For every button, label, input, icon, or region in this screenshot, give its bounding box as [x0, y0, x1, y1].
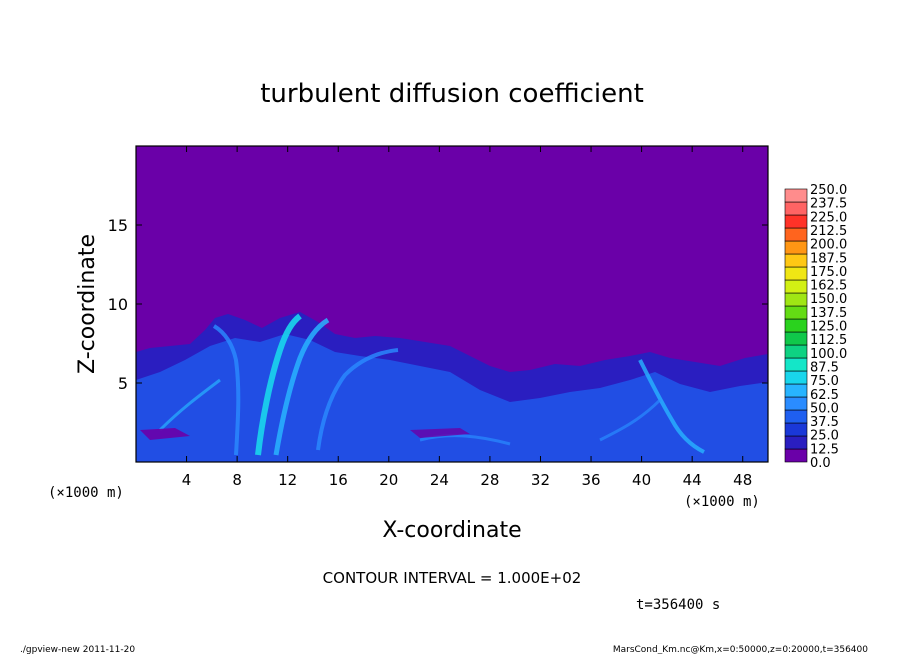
colorbar-swatch	[784, 409, 808, 424]
x-unit-left: (×1000 m)	[48, 485, 124, 501]
x-tick-label: 40	[632, 471, 651, 489]
colorbar-label: 37.5	[810, 415, 839, 430]
colorbar-swatch	[784, 331, 808, 346]
plot-area	[136, 146, 768, 462]
plume-streak	[419, 434, 511, 446]
colorbar-swatch	[784, 370, 808, 385]
turbulent-core	[136, 334, 768, 462]
footer-left: ./gpview-new 2011-11-20	[20, 645, 135, 654]
colorbar-swatch	[784, 435, 808, 450]
colorbar-swatch	[784, 253, 808, 268]
colorbar-swatch	[784, 188, 808, 203]
time-label: t=356400 s	[636, 597, 720, 613]
plume-streak	[212, 324, 241, 456]
plume-streak	[316, 348, 399, 451]
colorbar-swatch	[784, 305, 808, 320]
x-tick-label: 28	[480, 471, 499, 489]
x-axis-ticks: 4 8 12 16 20 24 28 32 36 40 44 48	[182, 146, 752, 489]
colorbar-label: 50.0	[810, 401, 839, 416]
plume-streak	[255, 313, 302, 456]
colorbar-swatch	[784, 396, 808, 411]
colorbar-swatch	[784, 448, 808, 463]
colorbar-label: 25.0	[810, 429, 839, 444]
colorbar-swatch	[784, 279, 808, 294]
colorbar-swatch	[784, 240, 808, 255]
colorbar-swatch	[784, 422, 808, 437]
x-unit-right: (×1000 m)	[684, 494, 760, 510]
y-axis-label: Z-coordinate	[75, 234, 100, 374]
colorbar-label: 212.5	[810, 224, 847, 239]
x-tick-label: 20	[379, 471, 398, 489]
x-tick-label: 24	[430, 471, 449, 489]
footer-right: MarsCond_Km.nc@Km,x=0:50000,z=0:20000,t=…	[613, 645, 868, 654]
x-tick-label: 32	[531, 471, 550, 489]
colorbar-label: 175.0	[810, 265, 847, 280]
y-axis-ticks: 5 10 15	[108, 216, 768, 393]
x-tick-label: 16	[329, 471, 348, 489]
colorbar-label: 12.5	[810, 442, 839, 457]
colorbar-label: 150.0	[810, 292, 847, 307]
colorbar-label: 162.5	[810, 279, 847, 294]
x-tick-label: 12	[278, 471, 297, 489]
colorbar-swatch	[784, 344, 808, 359]
colorbar-swatch	[784, 383, 808, 398]
colorbar-label: 75.0	[810, 374, 839, 389]
colorbar-label: 187.5	[810, 251, 847, 266]
colorbar-label: 250.0	[810, 183, 847, 198]
colorbar-swatch	[784, 266, 808, 281]
y-tick-label: 10	[108, 295, 128, 314]
colorbar: 0.012.525.037.550.062.575.087.5100.0112.…	[784, 183, 847, 471]
x-tick-label: 8	[232, 471, 242, 489]
colorbar-label: 237.5	[810, 197, 847, 212]
x-tick-label: 48	[733, 471, 752, 489]
colorbar-label: 200.0	[810, 238, 847, 253]
colorbar-label: 100.0	[810, 347, 847, 362]
colorbar-swatch	[784, 201, 808, 216]
colorbar-swatch	[784, 227, 808, 242]
colorbar-label: 87.5	[810, 360, 839, 375]
plume-streak	[158, 378, 221, 432]
colorbar-label: 137.5	[810, 306, 847, 321]
plume-streak	[273, 317, 330, 456]
y-tick-label: 15	[108, 216, 128, 235]
x-tick-label: 44	[683, 471, 702, 489]
x-tick-label: 36	[581, 471, 600, 489]
colorbar-label: 225.0	[810, 210, 847, 225]
contour-interval-label: CONTOUR INTERVAL = 1.000E+02	[323, 569, 582, 587]
colorbar-swatch	[784, 357, 808, 372]
colorbar-swatch	[784, 214, 808, 229]
x-axis-label: X-coordinate	[382, 518, 521, 543]
x-tick-label: 4	[182, 471, 192, 489]
colorbar-label: 112.5	[810, 333, 847, 348]
colorbar-swatch	[784, 292, 808, 307]
y-tick-label: 5	[118, 374, 128, 393]
colorbar-label: 125.0	[810, 320, 847, 335]
colorbar-label: 62.5	[810, 388, 839, 403]
low-pocket	[410, 428, 470, 438]
plume-streak	[599, 398, 662, 442]
colorbar-label: 0.0	[810, 456, 831, 471]
plume-streak	[638, 359, 705, 454]
low-pocket	[140, 428, 190, 440]
colorbar-swatch	[784, 318, 808, 333]
chart-title: turbulent diffusion coefficient	[260, 79, 644, 109]
